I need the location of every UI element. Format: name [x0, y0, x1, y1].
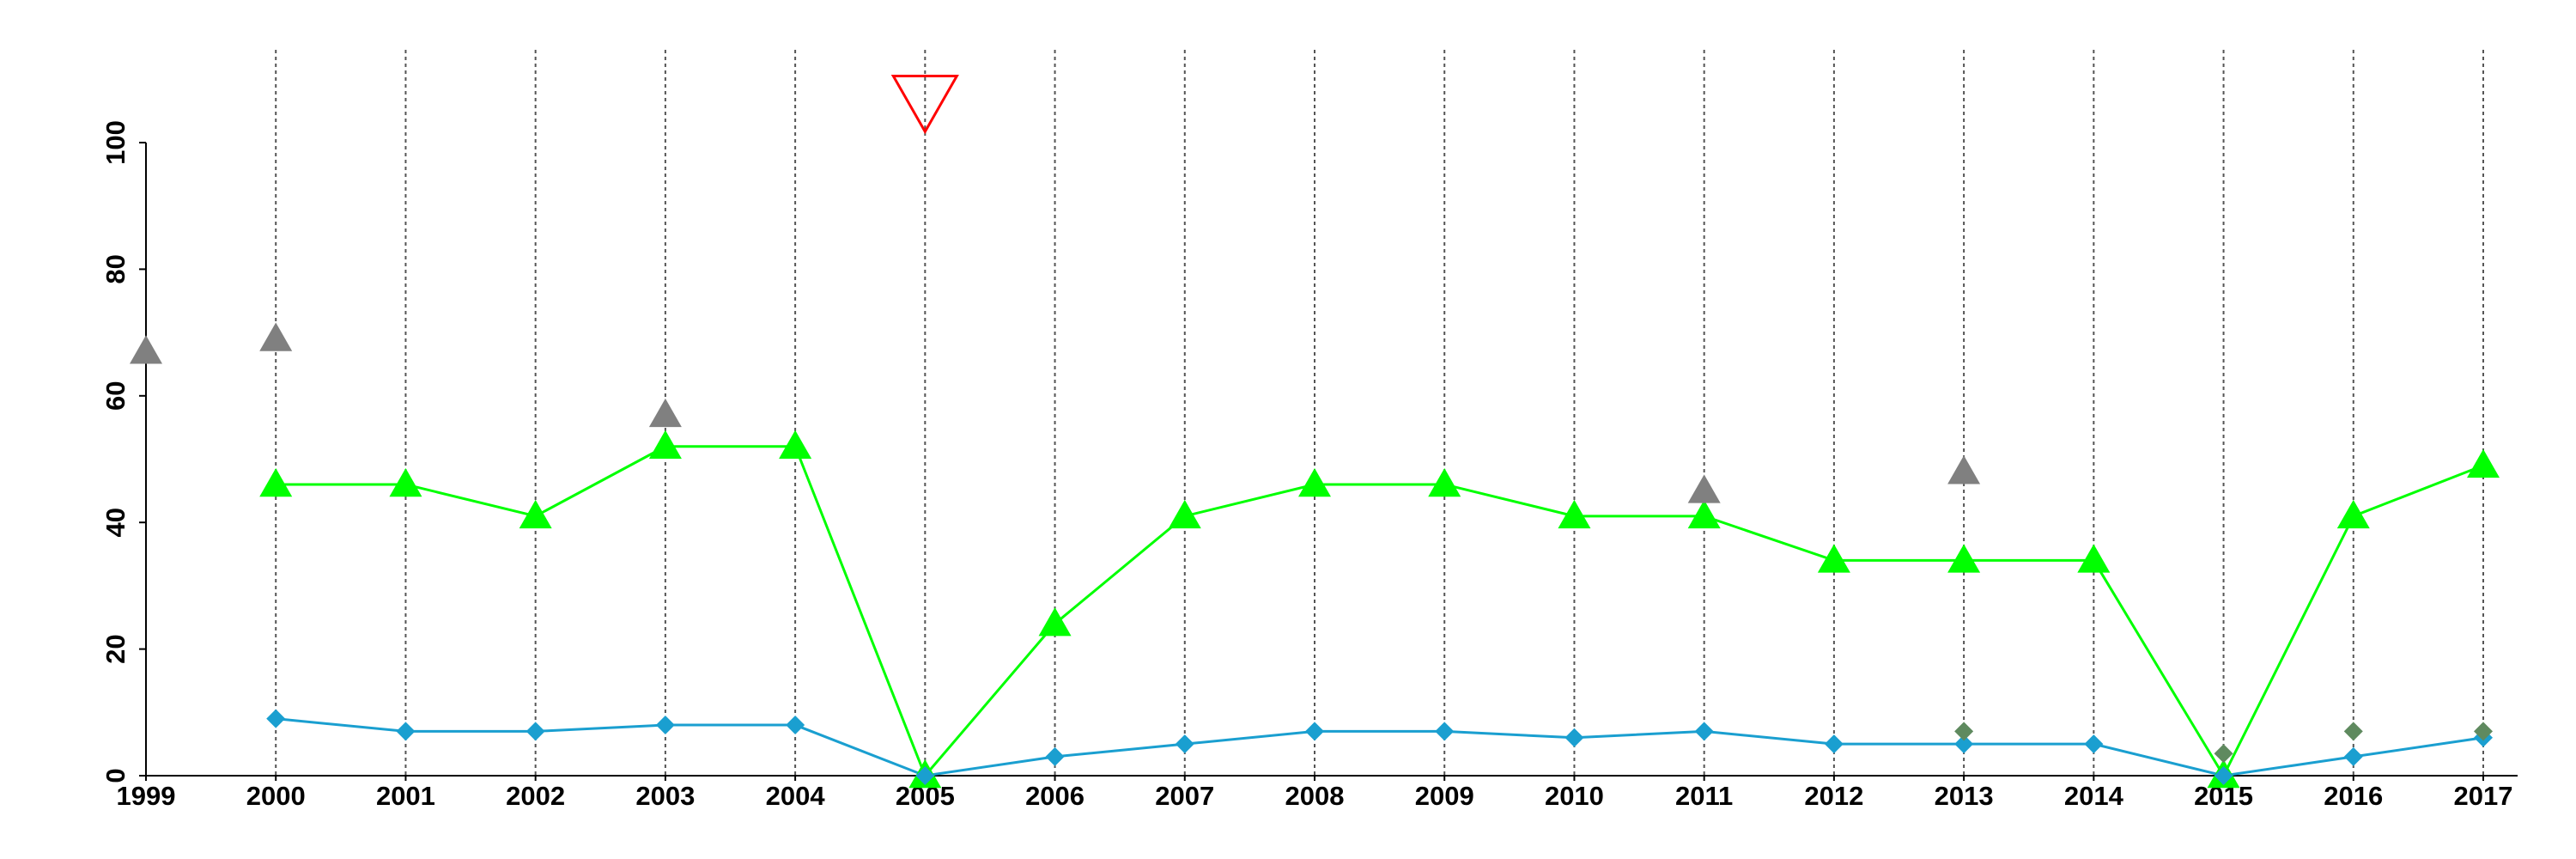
x-tick-label: 2004 — [766, 781, 826, 811]
x-tick-label: 2007 — [1155, 781, 1214, 811]
x-tick-label: 2017 — [2454, 781, 2513, 811]
marker — [1947, 544, 1981, 573]
y-tick-label: 80 — [100, 254, 131, 283]
y-tick-label: 100 — [100, 120, 131, 165]
x-tick-label: 2011 — [1675, 781, 1733, 811]
x-tick-label: 2000 — [246, 781, 306, 811]
x-tick-label: 1999 — [117, 781, 176, 811]
marker — [259, 467, 293, 497]
marker — [130, 335, 162, 364]
marker — [2343, 722, 2363, 741]
x-tick-label: 2006 — [1025, 781, 1084, 811]
marker — [396, 722, 416, 741]
marker — [915, 766, 935, 785]
marker — [1038, 607, 1072, 637]
x-tick-label: 2001 — [376, 781, 435, 811]
marker — [786, 716, 805, 735]
marker — [2084, 734, 2104, 754]
x-tick-label: 2010 — [1545, 781, 1604, 811]
marker — [389, 467, 422, 497]
x-tick-label: 2003 — [635, 781, 695, 811]
x-tick-label: 2002 — [506, 781, 565, 811]
marker — [1558, 499, 1591, 529]
marker — [1817, 544, 1850, 573]
marker — [779, 430, 812, 460]
marker — [519, 499, 552, 529]
marker — [1435, 722, 1455, 741]
marker — [2214, 766, 2233, 785]
x-tick-label: 2012 — [1804, 781, 1863, 811]
series-line — [276, 717, 2484, 777]
marker — [1687, 499, 1721, 529]
marker — [1428, 467, 1461, 497]
marker — [890, 74, 959, 135]
x-tick-label: 2016 — [2324, 781, 2383, 811]
marker — [1175, 734, 1194, 754]
marker — [2474, 722, 2493, 741]
y-tick-label: 60 — [100, 381, 131, 411]
marker — [2343, 746, 2363, 766]
series-line — [276, 445, 2484, 779]
marker — [2467, 448, 2500, 478]
marker — [655, 716, 675, 735]
marker — [1687, 474, 1721, 503]
marker — [1168, 499, 1201, 529]
y-tick-label: 40 — [100, 508, 131, 537]
marker — [266, 709, 286, 728]
marker — [1947, 455, 1981, 484]
marker — [526, 722, 545, 741]
marker — [259, 322, 293, 351]
marker — [1954, 734, 1974, 754]
marker — [648, 430, 682, 460]
x-tick-label: 2009 — [1415, 781, 1474, 811]
marker — [2077, 544, 2111, 573]
x-tick-label: 2013 — [1935, 781, 1994, 811]
marker — [1694, 722, 1714, 741]
marker — [1045, 746, 1065, 766]
marker — [1954, 722, 1974, 741]
marker — [1564, 728, 1584, 747]
marker — [1305, 722, 1324, 741]
marker — [1298, 467, 1331, 497]
marker — [1824, 734, 1844, 754]
x-tick-label: 2008 — [1285, 781, 1345, 811]
x-tick-label: 2014 — [2064, 781, 2124, 811]
marker — [648, 398, 682, 428]
marker — [2214, 744, 2233, 764]
y-tick-label: 20 — [100, 634, 131, 663]
marker — [2336, 499, 2370, 529]
y-tick-label: 0 — [100, 768, 131, 783]
